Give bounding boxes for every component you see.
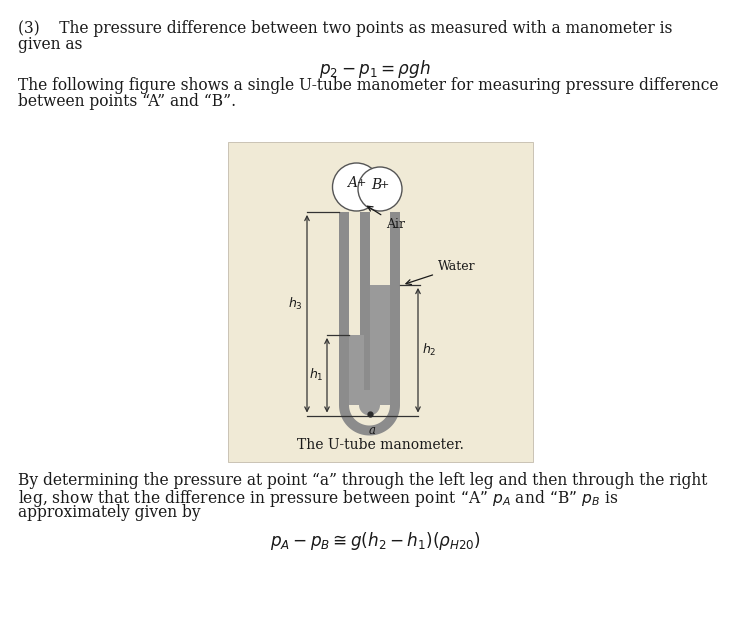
Text: a: a bbox=[369, 423, 376, 437]
Text: By determining the pressure at point “a” through the left leg and then through t: By determining the pressure at point “a”… bbox=[18, 472, 707, 489]
Text: $h_1$: $h_1$ bbox=[309, 367, 324, 383]
Bar bbox=[228, 142, 533, 462]
Text: $p_2 - p_1 = \rho gh$: $p_2 - p_1 = \rho gh$ bbox=[319, 58, 431, 80]
Bar bbox=[349, 212, 364, 405]
Text: The following figure shows a single U-tube manometer for measuring pressure diff: The following figure shows a single U-tu… bbox=[18, 77, 718, 94]
Polygon shape bbox=[359, 400, 380, 416]
Text: (3)    The pressure difference between two points as measured with a manometer i: (3) The pressure difference between two … bbox=[18, 20, 672, 37]
Text: Air: Air bbox=[368, 206, 405, 231]
Text: A: A bbox=[347, 176, 358, 190]
Polygon shape bbox=[339, 405, 400, 435]
Text: $h_2$: $h_2$ bbox=[422, 342, 436, 358]
Bar bbox=[370, 212, 390, 405]
Polygon shape bbox=[359, 390, 380, 416]
Circle shape bbox=[358, 167, 402, 211]
Circle shape bbox=[332, 163, 380, 211]
Text: given as: given as bbox=[18, 36, 82, 53]
Bar bbox=[349, 335, 364, 405]
Text: +: + bbox=[380, 180, 388, 190]
Text: between points “A” and “B”.: between points “A” and “B”. bbox=[18, 93, 236, 110]
Text: Water: Water bbox=[406, 260, 476, 285]
Text: $h_3$: $h_3$ bbox=[288, 295, 303, 312]
Bar bbox=[339, 212, 374, 405]
Text: $p_A - p_B \cong g(h_2 - h_1)(\rho_{H20})$: $p_A - p_B \cong g(h_2 - h_1)(\rho_{H20}… bbox=[269, 530, 481, 552]
Text: +: + bbox=[357, 178, 366, 188]
Text: leg, show that the difference in pressure between point “A” $p_A$ and “B” $p_B$ : leg, show that the difference in pressur… bbox=[18, 488, 618, 509]
Bar bbox=[370, 285, 390, 405]
Bar bbox=[360, 212, 400, 405]
Text: approximately given by: approximately given by bbox=[18, 504, 201, 521]
Text: B: B bbox=[370, 178, 381, 192]
Text: The U-tube manometer.: The U-tube manometer. bbox=[297, 438, 464, 452]
